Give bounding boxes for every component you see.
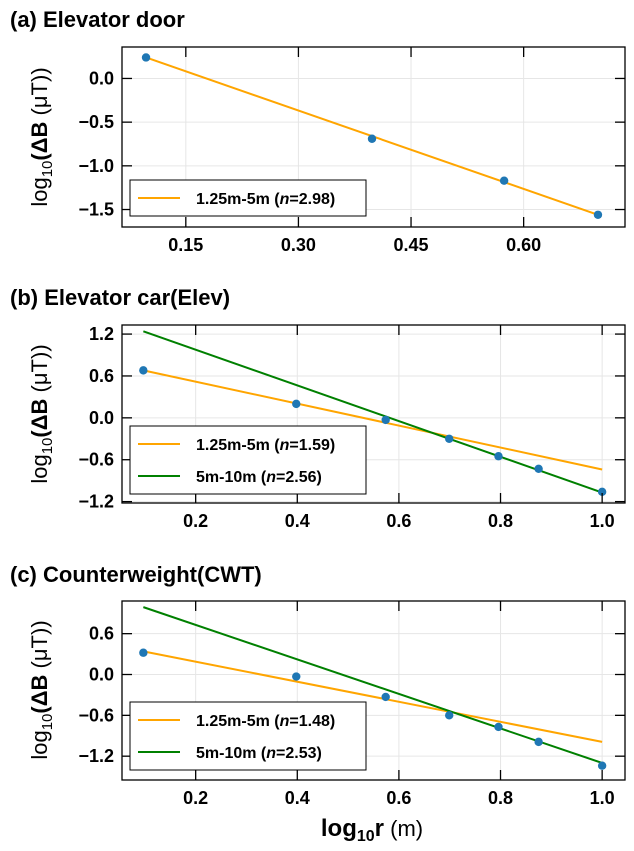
panel-c-data-point — [292, 672, 301, 681]
panel-a-ylabel: log10(ΔB (μT)) — [27, 67, 56, 206]
panel-a-data-point — [499, 176, 509, 185]
panel-c-frame — [121, 600, 626, 781]
panel-b-fit-line-1 — [143, 330, 603, 494]
panel-a-xtick-label: 0.30 — [281, 235, 316, 255]
panel-b: (b) Elevator car(Elev) log10(ΔB (μT)) 0.… — [10, 285, 626, 531]
panel-c-fit-line-1 — [143, 606, 603, 764]
panel-a-legend-label-0: 1.25m-5m (n=2.98) — [196, 191, 335, 208]
panel-a-xtick-label: 0.45 — [394, 235, 429, 255]
panel-b-xtick-label: 0.4 — [285, 511, 310, 531]
panel-b-data-point — [139, 366, 148, 375]
panel-b-legend — [129, 425, 367, 495]
panel-a-xtick-label: 0.60 — [506, 235, 541, 255]
panel-c-xtick-label: 0.6 — [386, 788, 411, 808]
panel-b-xtick-label: 0.6 — [386, 511, 411, 531]
panel-b-ytick-label: −1.2 — [78, 492, 114, 512]
panel-b-legend-label-0: 1.25m-5m (n=1.59) — [196, 437, 335, 454]
panel-b-data-point — [534, 464, 543, 473]
panel-b-data-point — [445, 434, 454, 443]
panel-b-frame — [121, 324, 626, 504]
panel-b-data-point — [597, 487, 607, 497]
panel-c-title: (c) Counterweight(CWT) — [10, 562, 262, 587]
panel-c-fit-line-0 — [143, 650, 603, 743]
panel-b-xtick-label: 1.0 — [590, 511, 615, 531]
panel-b-ytick-label: 0.6 — [89, 366, 114, 386]
panel-a-frame — [121, 46, 626, 228]
panel-c-ytick-label: −0.6 — [78, 705, 114, 725]
panel-c-data-point — [445, 711, 454, 720]
panel-b-legend-label-1: 5m-10m (n=2.56) — [196, 469, 322, 486]
panel-b-title: (b) Elevator car(Elev) — [10, 285, 230, 310]
panel-b-data-point — [292, 399, 301, 409]
panel-c-legend-label-1: 5m-10m (n=2.53) — [196, 745, 322, 762]
panel-c-ytick-label: 0.0 — [89, 665, 114, 685]
panel-a-xtick-label: 0.15 — [168, 235, 203, 255]
panel-c-ylabel: log10(ΔB (μT)) — [27, 620, 56, 759]
x-axis-label: log10r (m) — [321, 815, 423, 845]
panel-b-ytick-label: 0.0 — [89, 408, 114, 428]
panel-a: (a) Elevator door log10(ΔB (μT)) 0.15 0.3… — [10, 7, 626, 255]
panel-c-xtick-label: 1.0 — [590, 788, 615, 808]
panel-a-ytick-label: 0.0 — [89, 68, 114, 88]
panel-b-ytick-label: 1.2 — [89, 324, 114, 344]
panel-a-ytick-label: −0.5 — [78, 112, 114, 132]
panel-c: (c) Counterweight(CWT) log10(ΔB (μT)) 0.… — [10, 562, 626, 808]
panel-c-data-point — [494, 722, 503, 732]
panel-b-fit-line-0 — [143, 369, 603, 471]
panel-a-ytick-label: −1.5 — [78, 200, 114, 220]
panel-c-xtick-label: 0.4 — [285, 788, 310, 808]
panel-b-ytick-label: −0.6 — [78, 450, 114, 470]
panel-c-data-point — [534, 737, 543, 747]
panel-c-ytick-label: 0.6 — [89, 624, 114, 644]
panel-b-ylabel: log10(ΔB (μT)) — [27, 344, 56, 483]
panel-c-legend — [129, 701, 367, 771]
panel-a-ytick-label: −1.0 — [78, 156, 114, 176]
panel-a-data-point — [141, 53, 151, 62]
panel-c-xtick-label: 0.2 — [183, 788, 208, 808]
panel-c-data-point — [139, 648, 148, 657]
panel-c-ytick-label: −1.2 — [78, 746, 114, 766]
panel-c-data-point — [381, 692, 390, 702]
panel-b-data-point — [381, 415, 390, 425]
panel-b-xtick-label: 0.8 — [488, 511, 513, 531]
panel-a-data-point — [367, 134, 377, 143]
panel-b-xtick-label: 0.2 — [183, 511, 208, 531]
panel-c-legend-label-0: 1.25m-5m (n=1.48) — [196, 713, 335, 730]
panel-a-title: (a) Elevator door — [10, 7, 185, 32]
panel-c-data-point — [597, 761, 607, 770]
panel-a-data-point — [593, 210, 603, 219]
panel-c-xtick-label: 0.8 — [488, 788, 513, 808]
panel-b-data-point — [494, 452, 503, 461]
